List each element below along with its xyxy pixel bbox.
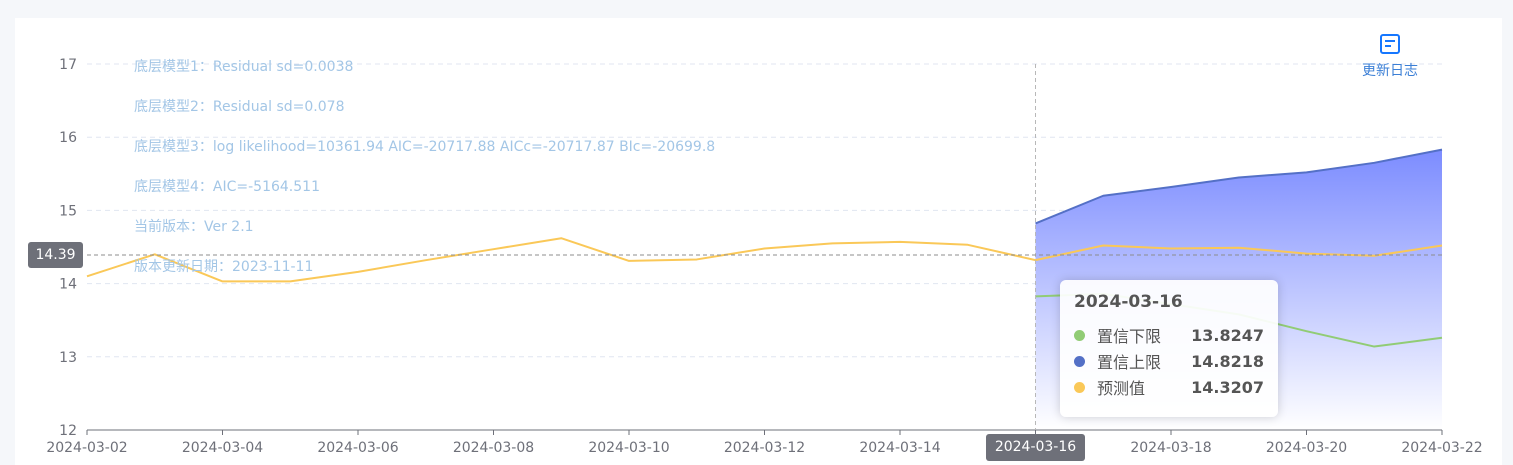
y-tick-label: 13	[59, 350, 77, 366]
x-tick-label: 2024-03-08	[453, 440, 534, 456]
chart-tooltip: 2024-03-16 置信下限 13.8247 置信上限 14.8218 预测值…	[1060, 280, 1278, 417]
tooltip-row-value: 13.8247	[1191, 325, 1264, 345]
crosshair	[87, 64, 1442, 430]
x-tick-label: 2024-03-02	[46, 440, 127, 456]
note-version: 当前版本：Ver 2.1	[134, 219, 254, 235]
x-tick-label: 2024-03-18	[1130, 440, 1211, 456]
note-model-2: 底层模型2：Residual sd=0.078	[134, 99, 345, 115]
x-tick-label: 2024-03-20	[1266, 440, 1347, 456]
y-tick-label: 14	[59, 277, 77, 293]
x-tick-label: 2024-03-12	[724, 440, 805, 456]
x-tick-label: 2024-03-22	[1401, 440, 1482, 456]
y-tick-label: 17	[59, 57, 77, 73]
tooltip-title: 2024-03-16	[1074, 292, 1183, 312]
tooltip-row-name: 预测值	[1097, 379, 1146, 398]
note-model-1: 底层模型1：Residual sd=0.0038	[134, 59, 354, 75]
note-model-3: 底层模型3：log likelihood=10361.94 AIC=-20717…	[134, 139, 716, 155]
changelog-button[interactable]: 更新日志	[1352, 34, 1428, 80]
tooltip-row-name: 置信下限	[1097, 327, 1162, 346]
tooltip-row-name: 置信上限	[1097, 353, 1162, 372]
changelog-label: 更新日志	[1362, 63, 1418, 79]
note-model-4: 底层模型4：AIC=-5164.511	[134, 179, 320, 195]
tooltip-row-value: 14.8218	[1191, 351, 1264, 371]
upper-bound-dot-icon	[1074, 355, 1085, 367]
lower-bound-dot-icon	[1074, 329, 1085, 341]
document-icon	[1380, 34, 1400, 54]
forecast-dot-icon	[1074, 381, 1085, 393]
x-tick-label: 2024-03-04	[182, 440, 263, 456]
y-tick-label: 16	[59, 130, 77, 146]
series-line-forecast	[86, 237, 1443, 283]
y-tick-label: 12	[59, 423, 77, 439]
x-tick-label: 2024-03-14	[859, 440, 940, 456]
x-axis-pointer-label: 2024-03-16	[986, 434, 1085, 461]
x-tick-label: 2024-03-06	[317, 440, 398, 456]
series-line-upper-bound	[1035, 148, 1443, 225]
tooltip-row: 置信上限 14.8218	[1074, 348, 1264, 374]
tooltip-row: 置信下限 13.8247	[1074, 322, 1264, 348]
y-tick-label: 15	[59, 203, 77, 219]
tooltip-row-value: 14.3207	[1191, 377, 1264, 397]
x-tick-label: 2024-03-10	[588, 440, 669, 456]
note-update-date: 版本更新日期：2023-11-11	[134, 259, 314, 275]
tooltip-row: 预测值 14.3207	[1074, 374, 1264, 400]
y-axis-pointer-label: 14.39	[28, 242, 83, 268]
